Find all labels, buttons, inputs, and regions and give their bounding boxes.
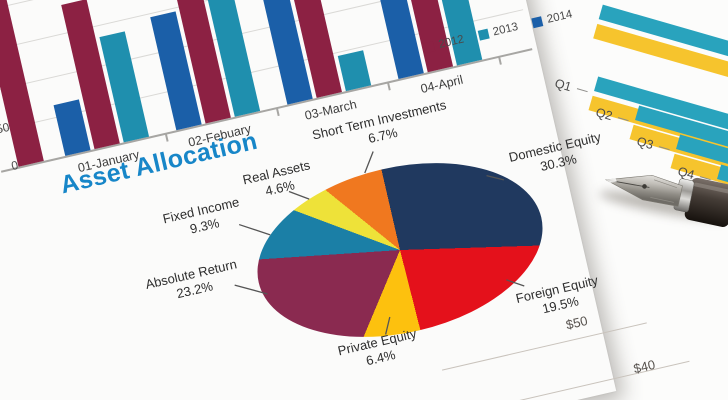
- pen-group: [605, 174, 728, 228]
- legend-swatch-2013: [477, 28, 490, 41]
- legend-swatch-2014: [531, 16, 544, 29]
- legend-item: 2014: [531, 8, 574, 29]
- legend-swatch-2012: [423, 41, 436, 54]
- legend-label: 2014: [545, 8, 574, 26]
- fountain-pen: [593, 148, 728, 263]
- table-value-40: $40: [632, 356, 657, 377]
